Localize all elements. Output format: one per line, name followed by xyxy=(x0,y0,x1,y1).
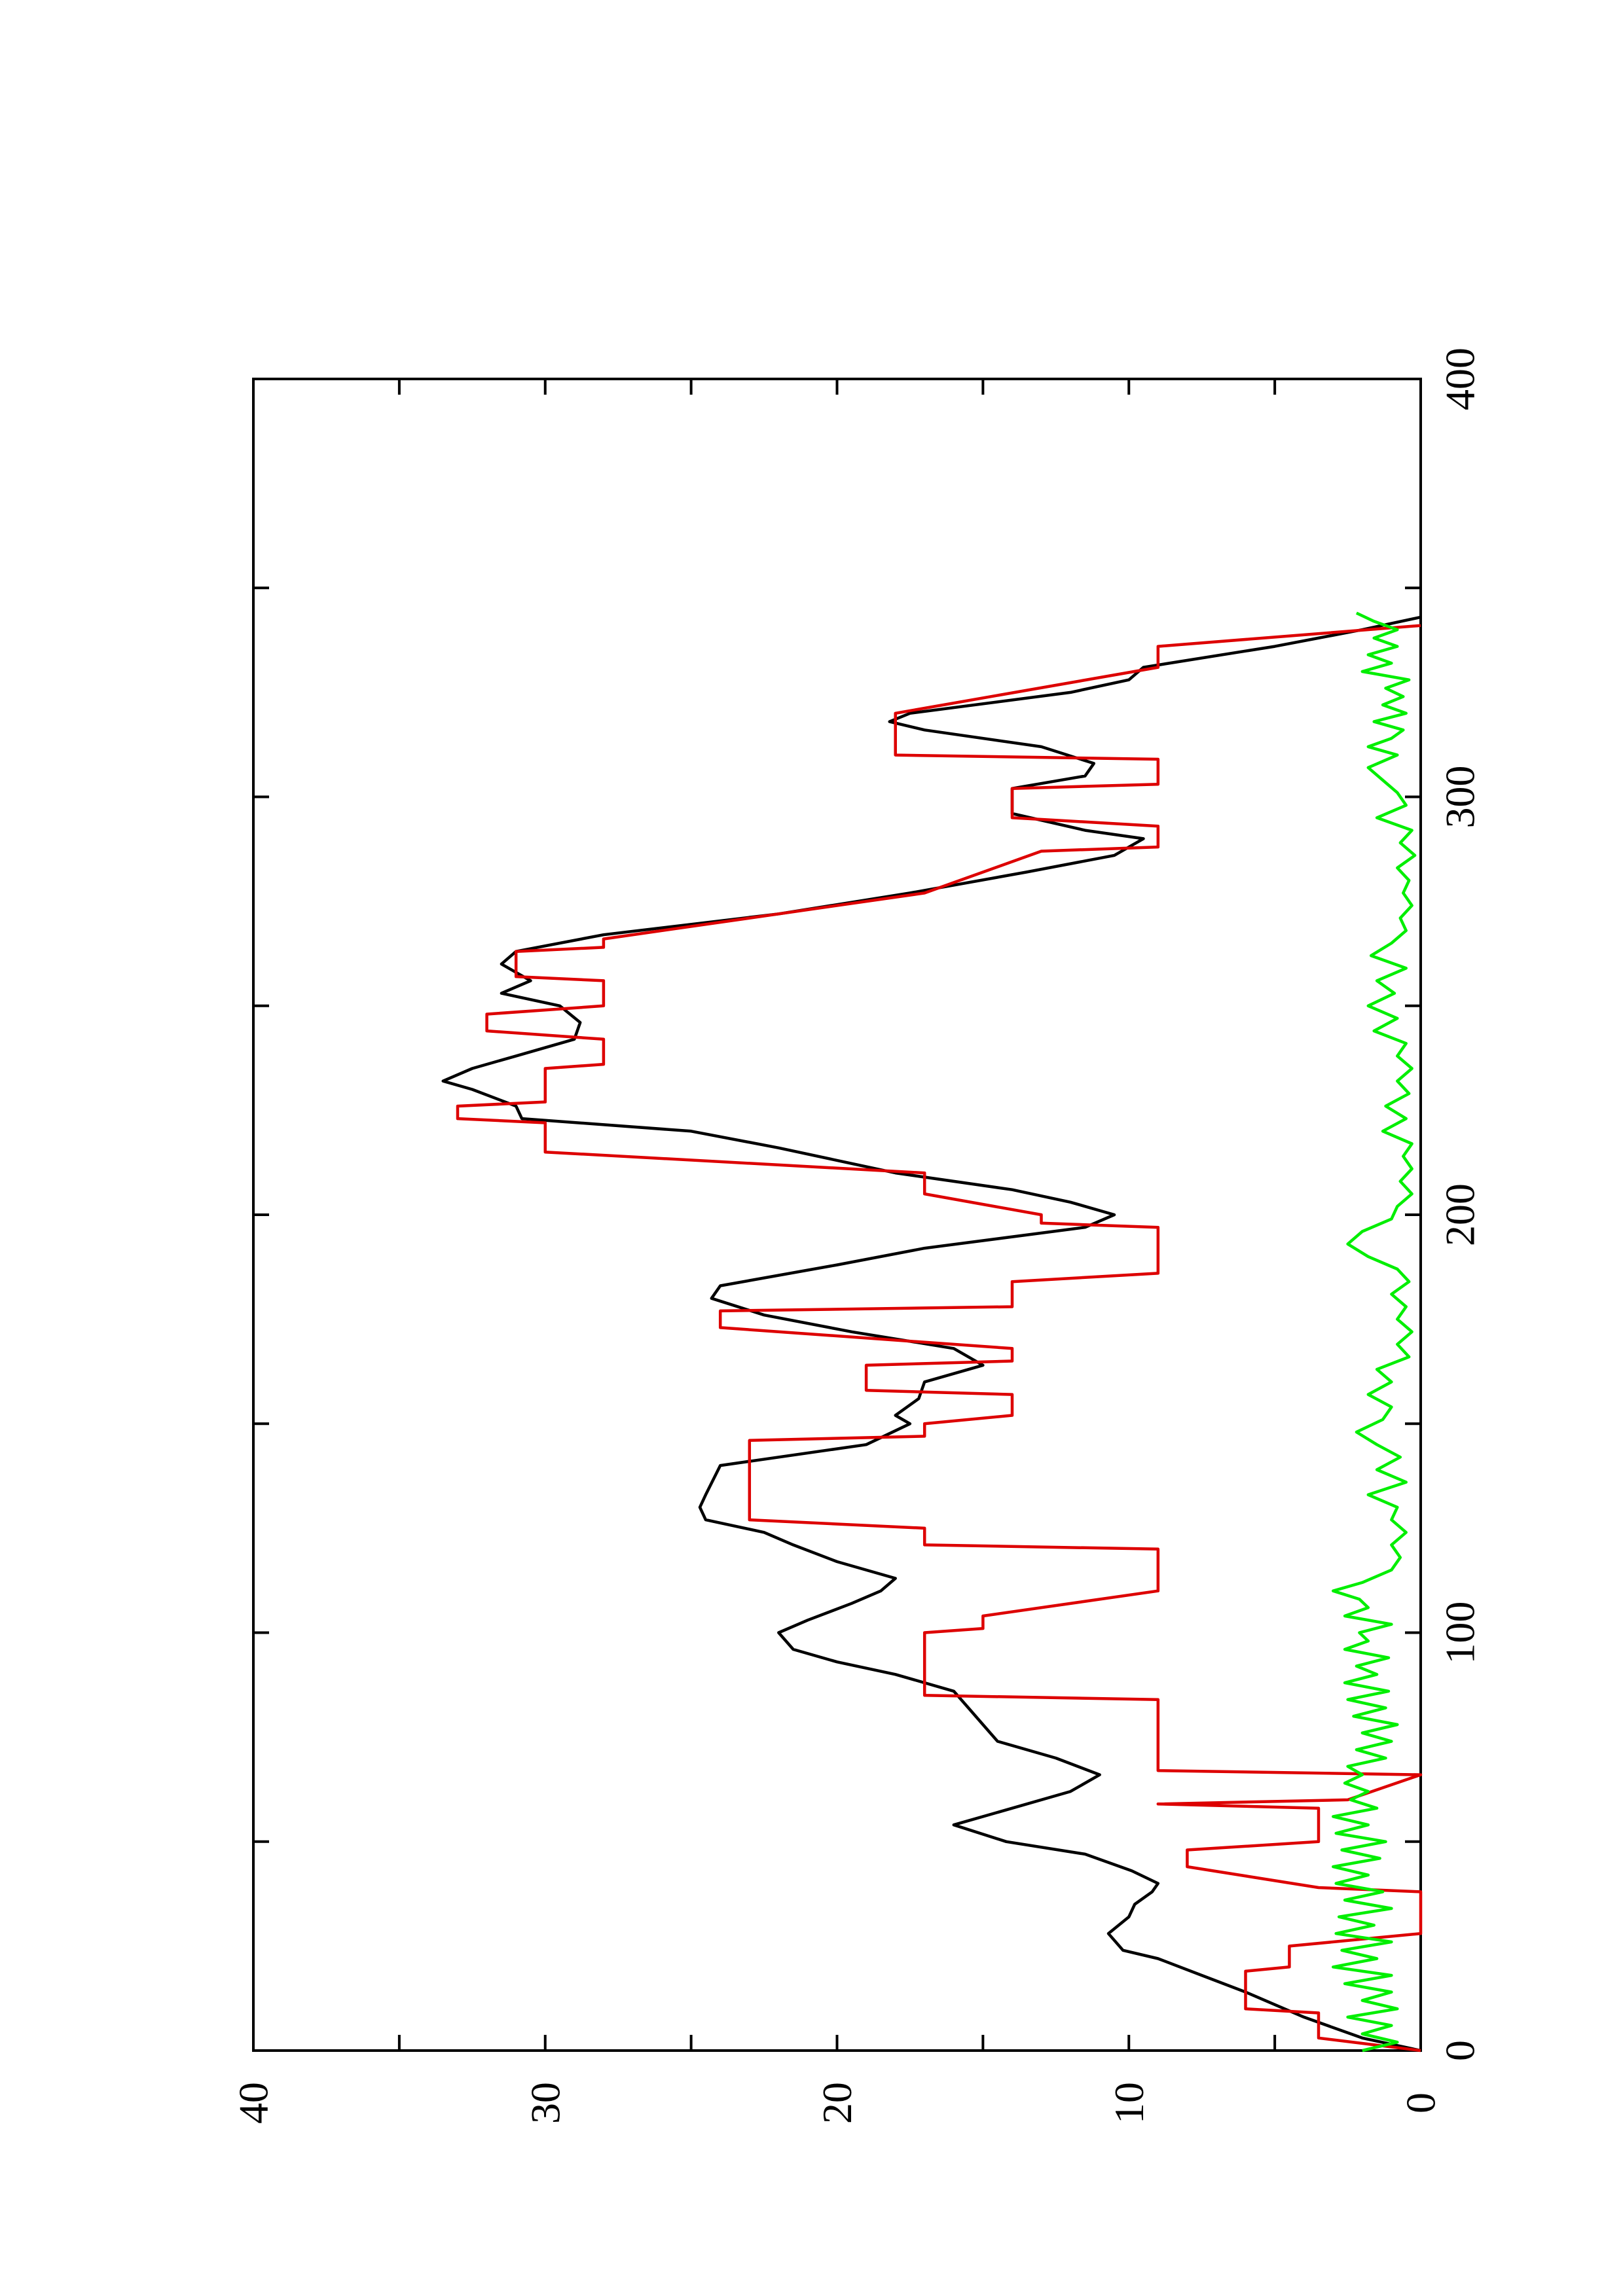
x-tick-label: 200 xyxy=(1437,1183,1484,1246)
x-tick-label: 300 xyxy=(1437,766,1484,829)
axis-ticks xyxy=(253,379,1421,2051)
y-tick-label: 10 xyxy=(1106,2082,1152,2124)
x-tick-label: 400 xyxy=(1437,348,1484,410)
series-green-line xyxy=(1332,611,1417,2053)
y-tick-label: 20 xyxy=(814,2082,860,2124)
x-tick-label: 0 xyxy=(1437,2040,1484,2061)
y-tick-label: 0 xyxy=(1398,2092,1444,2113)
y-tick-label: 30 xyxy=(522,2082,568,2124)
y-tick-label: 40 xyxy=(230,2082,277,2124)
x-tick-label: 100 xyxy=(1437,1602,1484,1664)
series-red-line xyxy=(456,624,1423,2053)
tick-labels: 0 100 200 300 400 0 10 20 30 40 xyxy=(230,348,1484,2124)
series-group xyxy=(441,611,1423,2053)
